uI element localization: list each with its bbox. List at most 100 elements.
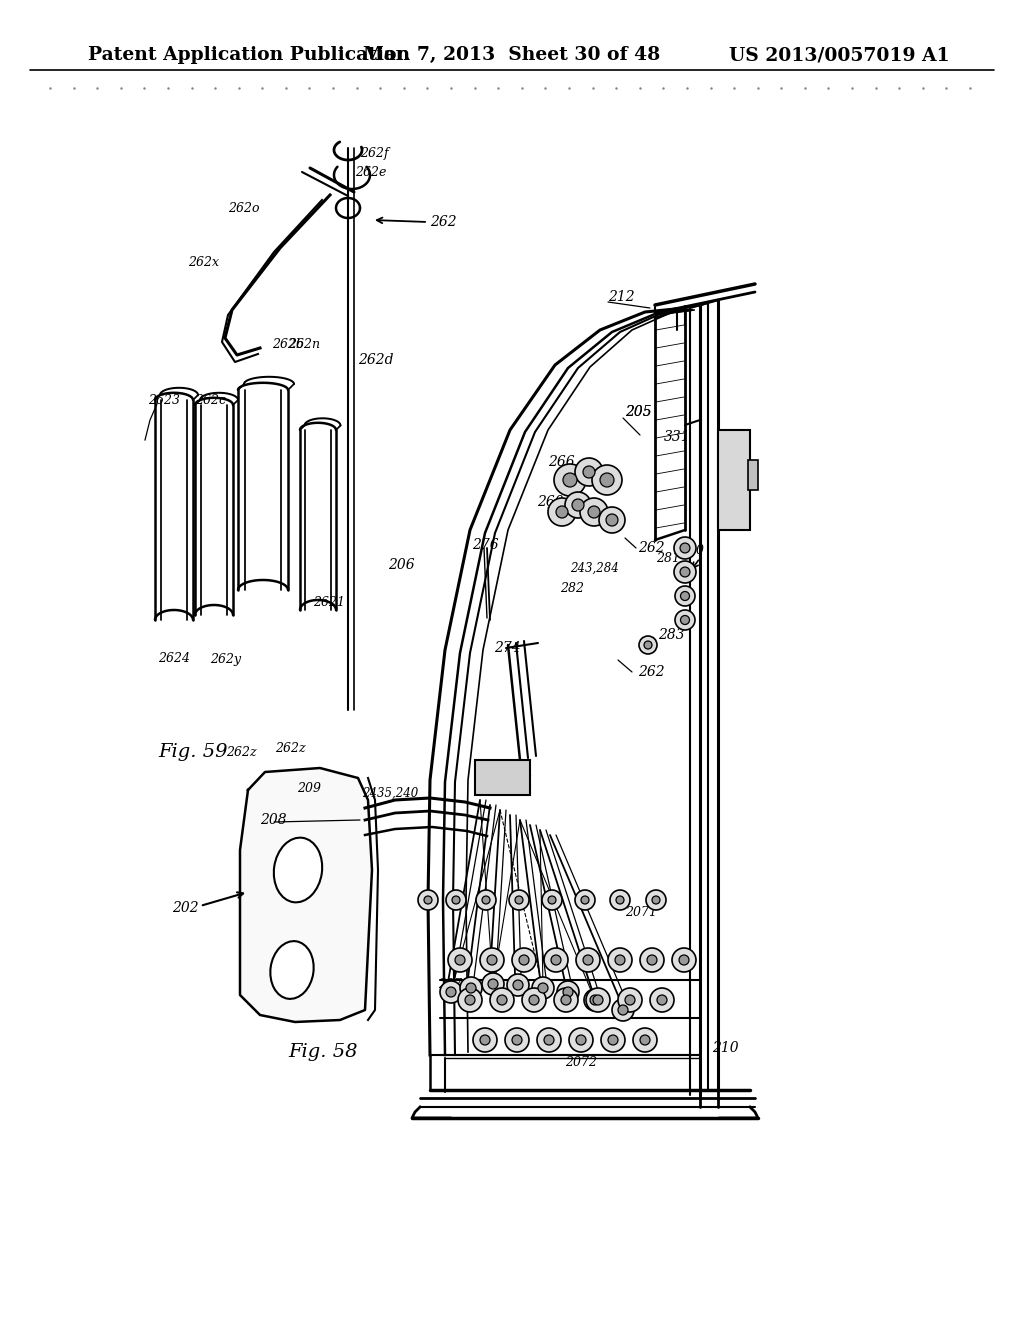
Circle shape	[584, 989, 606, 1011]
Text: 260: 260	[537, 495, 563, 510]
Circle shape	[633, 1028, 657, 1052]
Text: 2071: 2071	[625, 906, 657, 919]
Text: 280: 280	[680, 544, 705, 557]
Circle shape	[646, 890, 666, 909]
Circle shape	[452, 896, 460, 904]
Circle shape	[644, 642, 652, 649]
Circle shape	[674, 537, 696, 558]
Circle shape	[572, 499, 584, 511]
Circle shape	[544, 948, 568, 972]
Circle shape	[618, 1005, 628, 1015]
Circle shape	[509, 890, 529, 909]
Circle shape	[460, 977, 482, 999]
Circle shape	[529, 995, 539, 1005]
Text: 262x: 262x	[188, 256, 219, 269]
Circle shape	[532, 977, 554, 999]
Circle shape	[652, 896, 660, 904]
Bar	[475, 760, 530, 795]
Circle shape	[465, 995, 475, 1005]
Circle shape	[554, 465, 586, 496]
Text: 283: 283	[658, 628, 685, 642]
Circle shape	[418, 890, 438, 909]
Polygon shape	[240, 768, 372, 1022]
Text: 262d: 262d	[358, 352, 393, 367]
Circle shape	[610, 890, 630, 909]
Circle shape	[424, 896, 432, 904]
Circle shape	[497, 995, 507, 1005]
Circle shape	[625, 995, 635, 1005]
Text: 262n: 262n	[288, 338, 319, 351]
Bar	[718, 430, 750, 531]
Text: 262: 262	[430, 215, 457, 228]
Circle shape	[515, 896, 523, 904]
Circle shape	[680, 568, 690, 577]
Circle shape	[480, 948, 504, 972]
Circle shape	[551, 954, 561, 965]
Circle shape	[600, 473, 614, 487]
Text: 262: 262	[638, 665, 665, 678]
Circle shape	[608, 948, 632, 972]
Circle shape	[575, 948, 600, 972]
Circle shape	[548, 896, 556, 904]
Circle shape	[563, 473, 577, 487]
Text: 2623: 2623	[148, 393, 180, 407]
Text: 210: 210	[712, 1041, 738, 1055]
Circle shape	[606, 513, 618, 525]
Text: 262f: 262f	[360, 147, 389, 160]
Text: 262o: 262o	[228, 202, 259, 214]
Circle shape	[446, 987, 456, 997]
Circle shape	[601, 1028, 625, 1052]
Text: 282: 282	[560, 582, 584, 594]
Circle shape	[590, 995, 600, 1005]
Circle shape	[476, 890, 496, 909]
Ellipse shape	[273, 838, 323, 903]
Text: 281: 281	[656, 552, 680, 565]
Circle shape	[592, 465, 622, 495]
Circle shape	[519, 954, 529, 965]
Circle shape	[473, 1028, 497, 1052]
Text: 262y: 262y	[210, 653, 241, 667]
Text: Patent Application Publication: Patent Application Publication	[88, 46, 411, 63]
Circle shape	[542, 890, 562, 909]
Ellipse shape	[270, 941, 313, 999]
Text: 202: 202	[172, 902, 199, 915]
Circle shape	[583, 466, 595, 478]
Circle shape	[674, 561, 696, 583]
Text: 205: 205	[625, 405, 651, 418]
Circle shape	[548, 498, 575, 525]
Circle shape	[593, 995, 603, 1005]
Text: US 2013/0057019 A1: US 2013/0057019 A1	[729, 46, 950, 63]
Text: 212: 212	[608, 290, 635, 304]
Circle shape	[507, 974, 529, 997]
Circle shape	[575, 1035, 586, 1045]
Text: 274: 274	[494, 642, 520, 655]
Circle shape	[681, 615, 689, 624]
Circle shape	[458, 987, 482, 1012]
Circle shape	[537, 1028, 561, 1052]
Circle shape	[512, 948, 536, 972]
Circle shape	[650, 987, 674, 1012]
Circle shape	[680, 543, 690, 553]
Circle shape	[513, 979, 523, 990]
Circle shape	[679, 954, 689, 965]
Circle shape	[522, 987, 546, 1012]
Circle shape	[490, 987, 514, 1012]
Circle shape	[647, 954, 657, 965]
Circle shape	[615, 954, 625, 965]
Circle shape	[505, 1028, 529, 1052]
Text: 331: 331	[664, 430, 690, 444]
Circle shape	[640, 948, 664, 972]
Circle shape	[640, 1035, 650, 1045]
Circle shape	[581, 896, 589, 904]
Text: Fig. 58: Fig. 58	[288, 1043, 357, 1061]
Circle shape	[466, 983, 476, 993]
Circle shape	[556, 506, 568, 517]
Circle shape	[563, 987, 573, 997]
Circle shape	[583, 954, 593, 965]
Circle shape	[440, 981, 462, 1003]
Text: Mar. 7, 2013  Sheet 30 of 48: Mar. 7, 2013 Sheet 30 of 48	[364, 46, 660, 63]
Text: 206: 206	[388, 558, 415, 572]
Text: 2072: 2072	[565, 1056, 597, 1069]
Circle shape	[569, 1028, 593, 1052]
Text: 208: 208	[260, 813, 287, 828]
